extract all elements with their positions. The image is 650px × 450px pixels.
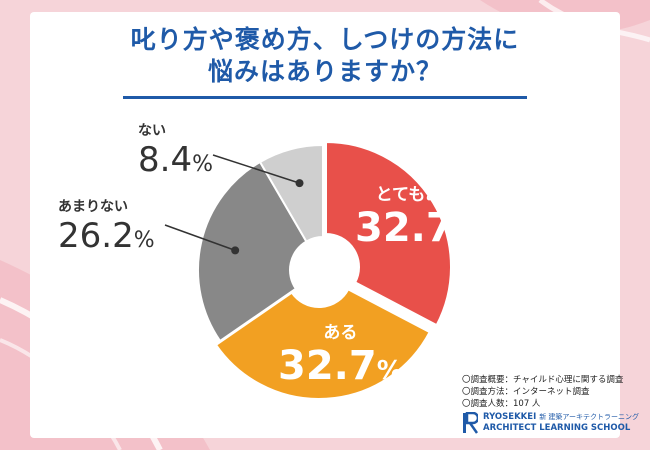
slice-category: ない	[138, 123, 166, 139]
slice-totemo-aru	[325, 140, 452, 327]
label-slice-aru: ある 32.7%	[278, 318, 403, 389]
title-line-1: 叱り方や褒め方、しつけの方法に	[130, 25, 520, 54]
label-slice-amari-nai: あまりない 26.2%	[58, 196, 155, 256]
school-logo: RYOSEKKEI 新 建築アーキテクトラーニング ARCHITECT LEAR…	[462, 410, 639, 436]
chart-title: 叱り方や褒め方、しつけの方法に 悩みはありますか？	[30, 24, 620, 88]
logo-mark-icon	[463, 412, 478, 434]
slice-value: 32.7	[278, 343, 377, 389]
logo-school: ARCHITECT LEARNING SCHOOL	[483, 423, 631, 433]
logo-name: RYOSEKKEI	[483, 412, 537, 422]
slice-value: 26.2	[58, 216, 134, 256]
label-slice-nai: ない 8.4%	[138, 120, 213, 180]
slice-nai-leader-line	[212, 154, 300, 184]
slice-amari-nai	[197, 160, 308, 343]
slice-amari-nai-leader-dot	[231, 246, 240, 255]
survey-overview: 〇調査概要：チャイルド心理に関する調査	[462, 375, 624, 385]
slice-unit: %	[453, 218, 480, 248]
survey-count: 〇調査人数：107 人	[462, 399, 541, 409]
slice-nai	[258, 143, 324, 243]
survey-method: 〇調査方法：インターネット調査	[462, 387, 590, 397]
slice-value: 8.4	[138, 140, 193, 180]
label-slice-totemo-aru: とてもある 32.7%	[355, 180, 480, 251]
slice-amari-nai-leader-line	[164, 224, 236, 252]
slice-category: あまりない	[58, 199, 128, 215]
slice-unit: %	[133, 228, 155, 253]
title-line-2: 悩みはありますか？	[207, 57, 442, 86]
logo-jp: 新 建築アーキテクトラーニング	[539, 413, 640, 421]
survey-info: 〇調査概要：チャイルド心理に関する調査 〇調査方法：インターネット調査 〇調査人…	[462, 374, 623, 410]
slice-value: 32.7	[355, 205, 454, 251]
slice-category: ある	[323, 323, 358, 343]
title-underline	[123, 96, 527, 99]
slice-unit: %	[192, 152, 213, 177]
slice-unit: %	[376, 356, 403, 386]
slice-aru	[214, 288, 432, 400]
slice-category: とてもある	[375, 185, 460, 205]
slice-nai-leader-dot	[295, 179, 304, 188]
